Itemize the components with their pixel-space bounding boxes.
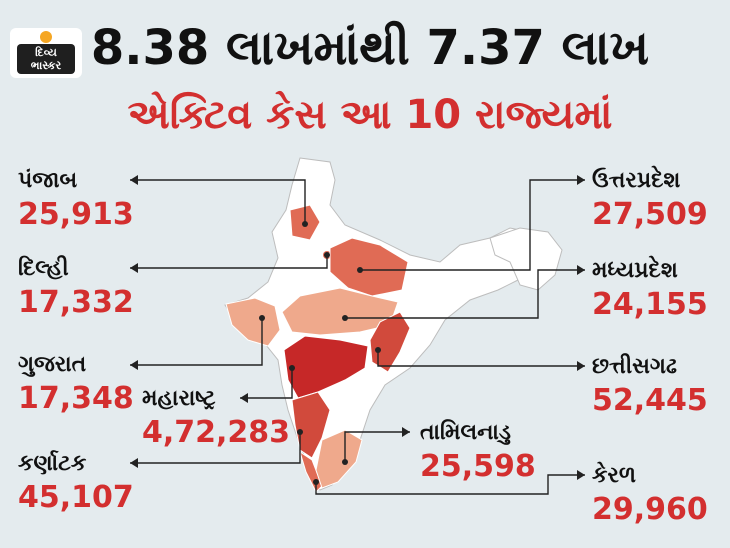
- value-kerala: 29,960: [592, 492, 708, 527]
- map-northeast: [489, 227, 563, 291]
- value-punjab: 25,913: [18, 197, 134, 232]
- value-uttarpradesh: 27,509: [592, 197, 708, 232]
- page-title: 8.38 લાખમાંથી 7.37 લાખ: [90, 20, 650, 76]
- value-delhi: 17,332: [18, 285, 134, 320]
- map-madhyapradesh: [281, 287, 399, 336]
- label-maharashtra: મહારાષ્ટ્ર: [142, 386, 216, 411]
- map-karnataka: [291, 391, 331, 459]
- map-maharashtra: [283, 335, 369, 399]
- label-madhyapradesh: મધ્યપ્રદેશ: [592, 258, 678, 283]
- value-maharashtra: 4,72,283: [142, 415, 291, 450]
- map-gujarat: [225, 297, 281, 347]
- brand-logo: દિવ્ય ભાસ્કર: [10, 28, 82, 78]
- label-kerala: કેરળ: [592, 463, 637, 488]
- label-tamilnadu: તામિલનાડુ: [420, 420, 511, 445]
- sun-icon: [40, 31, 52, 43]
- value-tamilnadu: 25,598: [420, 449, 536, 484]
- value-gujarat: 17,348: [18, 381, 134, 416]
- page-subtitle: એક્ટિવ કેસ આ 10 રાજ્યમાં: [127, 92, 613, 138]
- map-chhattisgarh: [369, 311, 411, 373]
- map-uttarpradesh: [329, 237, 409, 297]
- leader-lines: [130, 175, 585, 495]
- label-uttarpradesh: ઉત્તરપ્રદેશ: [592, 168, 681, 193]
- label-gujarat: ગુજરાત: [18, 352, 87, 377]
- label-delhi: દિલ્હી: [18, 256, 69, 281]
- label-karnataka: કર્ણાટક: [18, 451, 87, 476]
- brand-line-2: ભાસ્કર: [30, 59, 62, 72]
- value-chhattisgarh: 52,445: [592, 383, 708, 418]
- value-madhyapradesh: 24,155: [592, 287, 708, 322]
- value-karnataka: 45,107: [18, 480, 134, 515]
- label-punjab: પંજાબ: [18, 168, 78, 193]
- label-chhattisgarh: છત્તીસગઢ: [592, 354, 677, 379]
- brand-line-1: દિવ્ય: [35, 46, 57, 59]
